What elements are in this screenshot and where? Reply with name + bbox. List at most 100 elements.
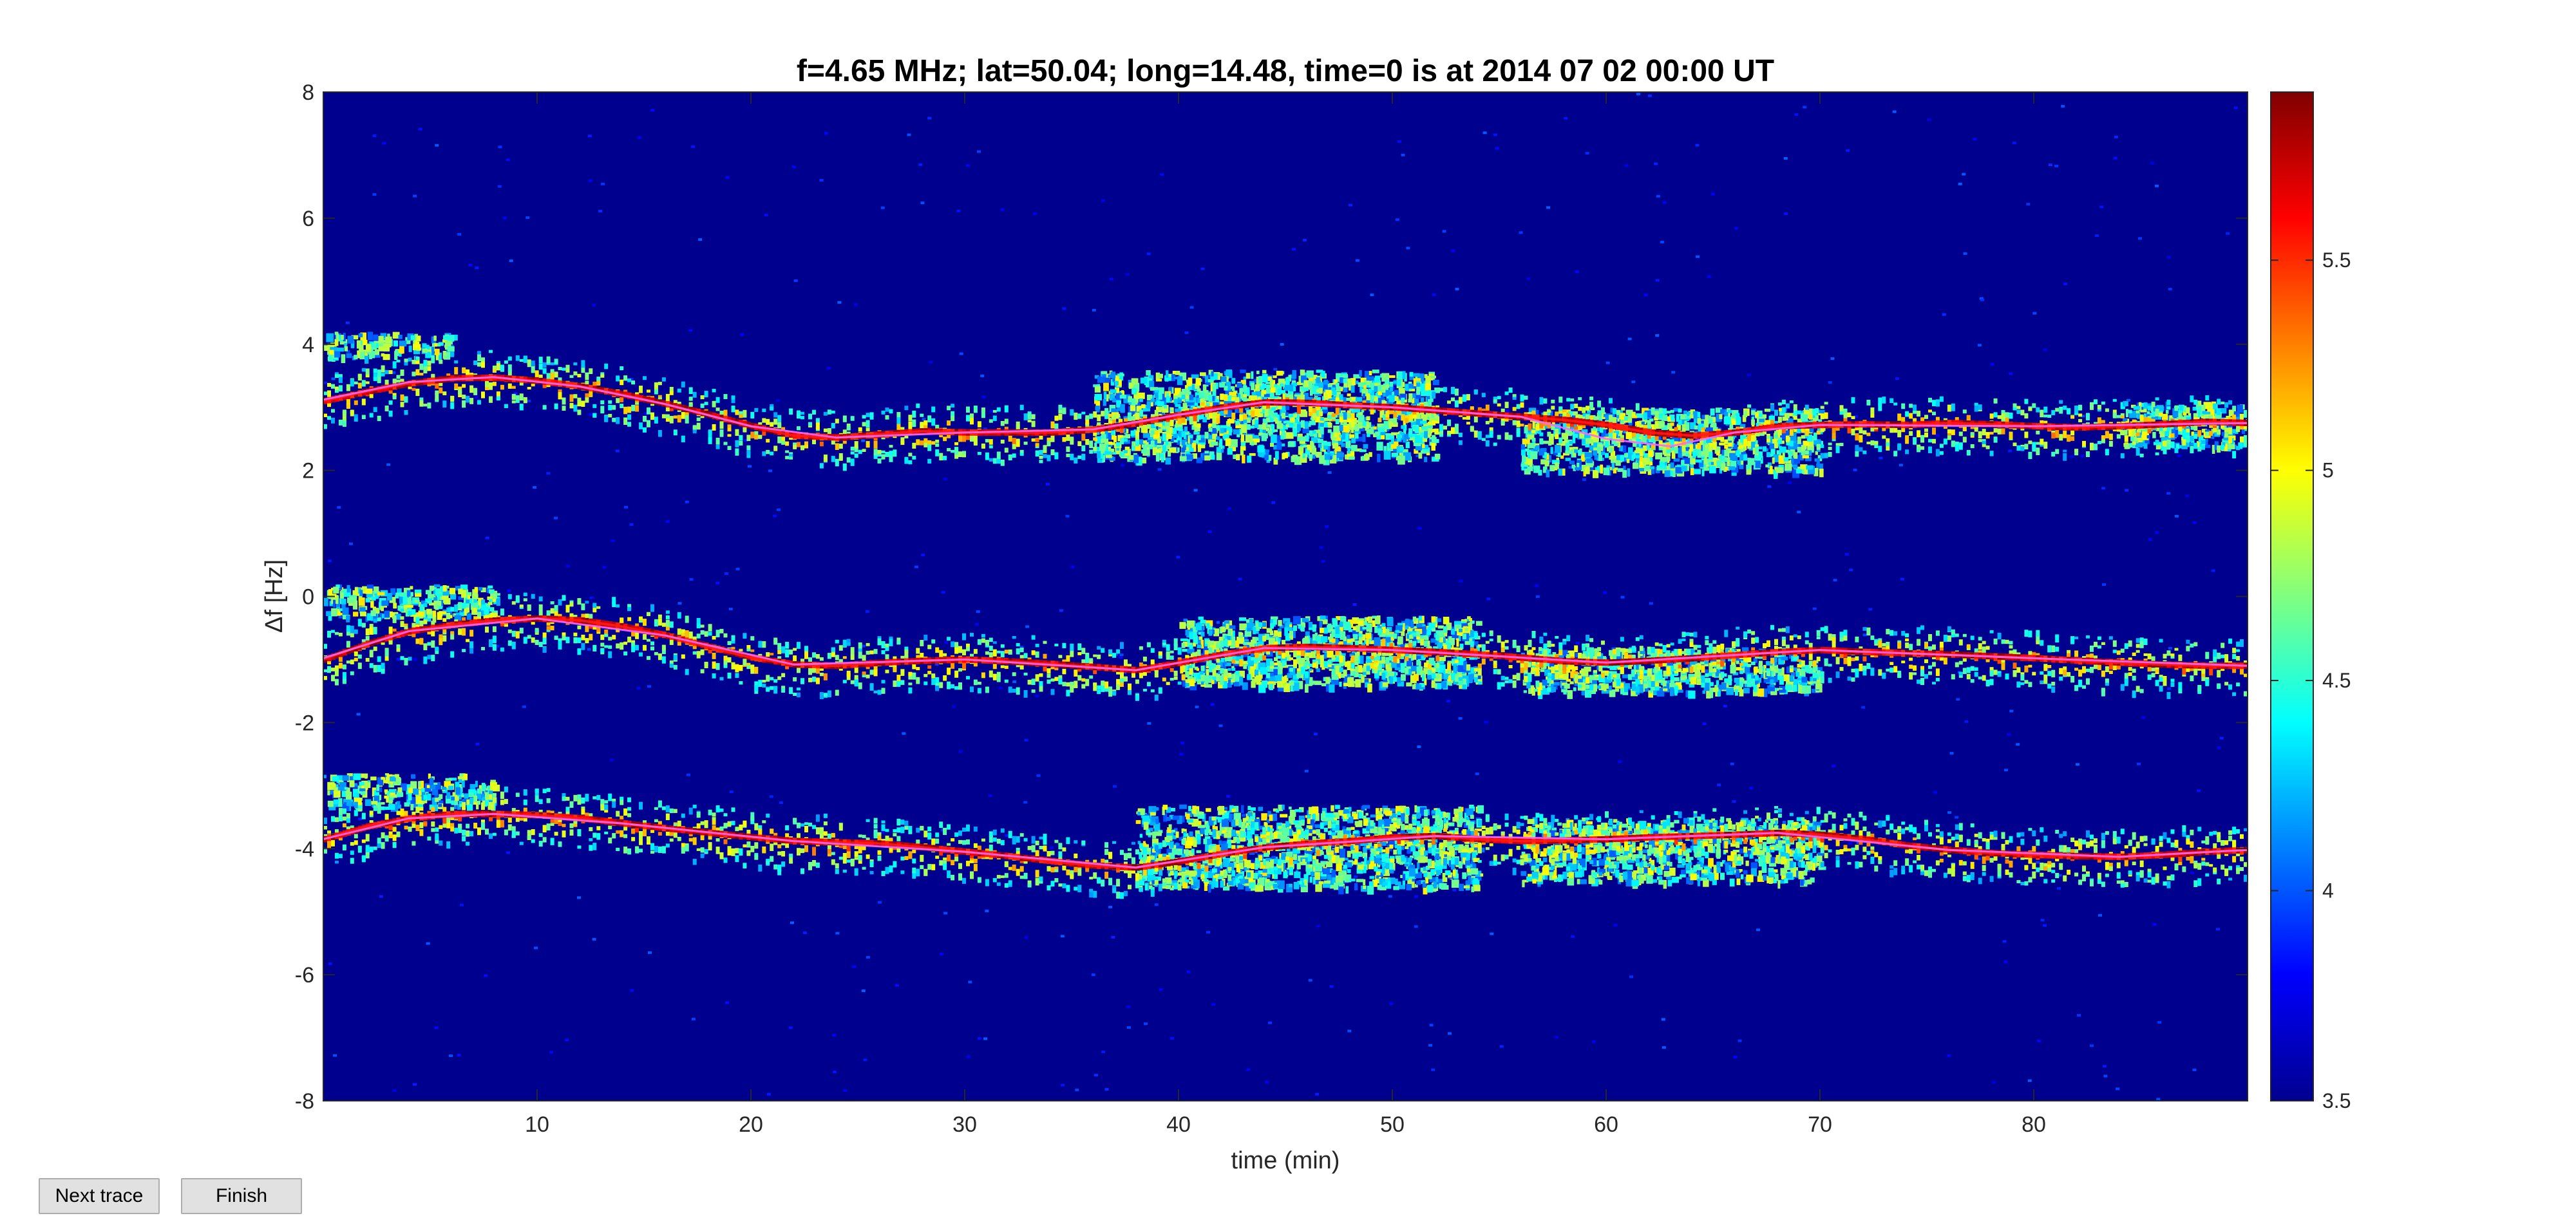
noise-cell: [466, 803, 473, 811]
noise-cell: [1176, 433, 1182, 443]
background-speckle: [1629, 975, 1633, 979]
noise-cell: [1387, 617, 1394, 626]
noise-cell: [1177, 816, 1182, 824]
noise-cell: [1302, 428, 1309, 433]
noise-cell: [1396, 625, 1403, 632]
noise-cell: [1164, 404, 1167, 409]
noise-cell: [1318, 411, 1323, 417]
noise-cell: [1354, 640, 1359, 647]
noise-cell: [1229, 805, 1234, 813]
noise-cell: [1421, 444, 1429, 449]
noise-cell: [461, 589, 466, 598]
noise-cell: [1422, 626, 1426, 635]
background-speckle: [413, 194, 417, 198]
background-speckle: [1455, 288, 1459, 290]
noise-cell: [476, 801, 479, 810]
noise-cell: [1399, 393, 1406, 400]
noise-cell: [1186, 379, 1189, 382]
noise-cell: [1402, 371, 1406, 379]
noise-cell: [1227, 668, 1231, 671]
noise-cell: [1146, 832, 1153, 836]
noise-cell: [1183, 431, 1189, 435]
noise-cell: [1307, 430, 1314, 437]
noise-cell: [1470, 632, 1479, 639]
noise-cell: [1405, 619, 1410, 627]
noise-cell: [1273, 445, 1278, 450]
noise-cell: [1412, 398, 1415, 404]
noise-cell: [1294, 397, 1297, 400]
background-speckle: [2003, 769, 2008, 772]
noise-cell: [1378, 431, 1385, 440]
noise-cell: [1152, 831, 1157, 839]
background-speckle: [1242, 814, 1246, 817]
noise-cell: [1233, 429, 1240, 435]
noise-cell: [374, 355, 381, 358]
noise-cell: [1334, 638, 1338, 647]
noise-cell: [1300, 370, 1305, 377]
noise-cell: [1276, 660, 1283, 670]
noise-cell: [1178, 879, 1184, 883]
noise-cell: [432, 804, 439, 811]
noise-cell: [1564, 437, 1567, 445]
noise-cell: [1347, 816, 1354, 823]
noise-cell: [341, 589, 348, 593]
noise-cell: [1374, 383, 1380, 388]
background-speckle: [1113, 785, 1117, 788]
noise-cell: [1294, 820, 1302, 828]
noise-cell: [1429, 375, 1436, 379]
background-speckle: [554, 516, 558, 520]
noise-cell: [1330, 451, 1336, 456]
noise-cell: [1169, 386, 1172, 393]
noise-cell: [1198, 632, 1203, 635]
noise-cell: [1435, 821, 1443, 826]
noise-cell: [1308, 807, 1313, 815]
noise-cell: [1307, 810, 1311, 817]
noise-cell: [365, 799, 372, 806]
noise-cell: [1264, 454, 1269, 460]
noise-cell: [1343, 809, 1350, 818]
noise-cell: [1550, 447, 1553, 454]
noise-cell: [1260, 684, 1265, 691]
background-speckle: [1947, 811, 1952, 814]
noise-cell: [1293, 673, 1300, 680]
background-speckle: [766, 1092, 771, 1096]
noise-cell: [1303, 874, 1309, 881]
noise-cell: [1428, 623, 1435, 631]
noise-cell: [1470, 863, 1477, 872]
noise-cell: [1312, 813, 1316, 821]
background-speckle: [629, 523, 634, 526]
noise-cell: [1239, 623, 1247, 631]
background-speckle: [1747, 373, 1751, 377]
background-speckle: [729, 791, 734, 794]
noise-cell: [1382, 828, 1389, 835]
noise-cell: [1361, 861, 1368, 870]
noise-cell: [1307, 444, 1314, 453]
noise-cell: [1307, 818, 1311, 824]
noise-cell: [1162, 805, 1168, 810]
noise-cell: [1453, 664, 1457, 673]
noise-cell: [375, 342, 379, 348]
noise-cell: [1236, 874, 1243, 877]
noise-cell: [327, 351, 331, 355]
noise-cell: [1415, 444, 1423, 451]
noise-cell: [1363, 818, 1368, 826]
noise-cell: [1279, 624, 1284, 628]
noise-cell: [1358, 674, 1361, 679]
noise-cell: [1297, 881, 1302, 885]
noise-cell: [1250, 426, 1255, 429]
noise-cell: [1212, 432, 1218, 440]
noise-cell: [1394, 838, 1398, 845]
noise-cell: [1245, 424, 1251, 430]
noise-cell: [333, 790, 341, 798]
noise-cell: [1414, 398, 1419, 404]
noise-cell: [1549, 465, 1555, 471]
noise-cell: [1571, 464, 1576, 469]
noise-cell: [1094, 386, 1101, 393]
noise-cell: [1269, 684, 1274, 691]
noise-cell: [1458, 665, 1466, 672]
noise-cell: [1322, 619, 1328, 624]
noise-cell: [1276, 656, 1282, 659]
noise-cell: [1444, 677, 1447, 685]
background-speckle: [1417, 527, 1422, 530]
background-speckle: [460, 903, 464, 906]
